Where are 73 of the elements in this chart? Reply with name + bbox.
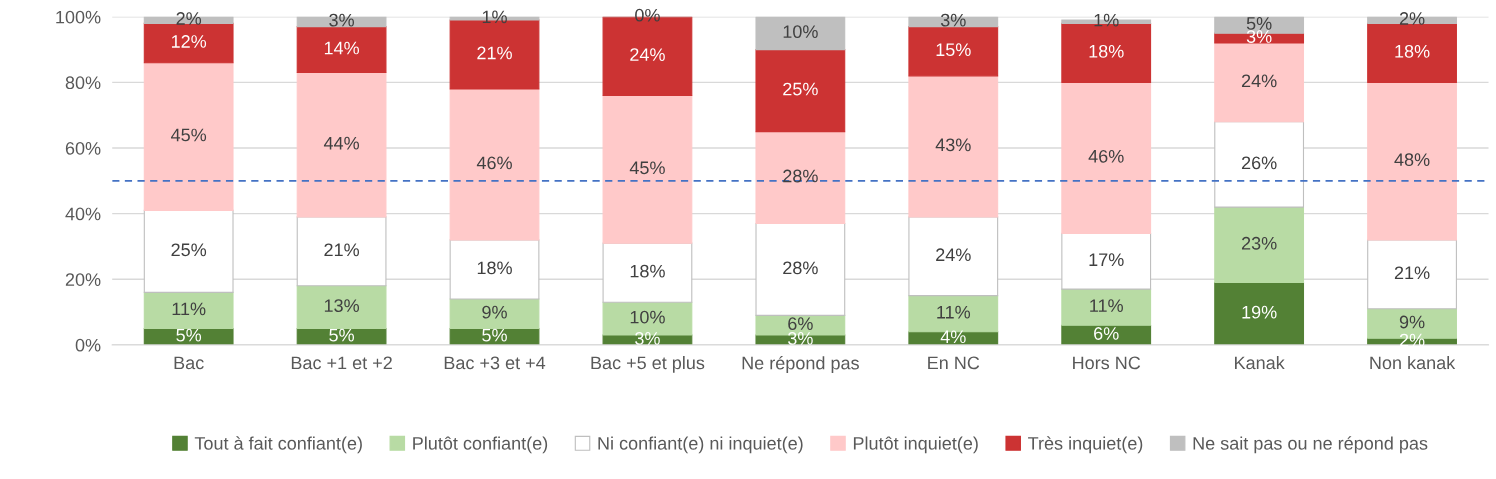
x-tick-label: Kanak (1235, 355, 1285, 370)
y-tick-label: 40% (65, 207, 101, 221)
legend-label: Tout à fait confiant(e) (194, 436, 362, 454)
data-label: 46% (1088, 149, 1124, 163)
x-tick-label: Ne répond pas (742, 355, 859, 374)
data-label: 1% (482, 10, 507, 24)
data-label: 6% (788, 317, 813, 331)
data-label: 21% (477, 46, 512, 60)
data-label: 21% (324, 243, 360, 257)
data-label: 17% (1089, 253, 1124, 266)
x-tick-label: Hors NC (1073, 356, 1141, 370)
data-label: 18% (630, 264, 665, 278)
y-tick-label: 0% (75, 338, 101, 352)
data-label: 18% (477, 261, 512, 275)
legend-label: Ne sait pas ou ne répond pas (1193, 436, 1428, 454)
data-label: 28% (783, 169, 818, 183)
data-label: 5% (1246, 17, 1272, 30)
data-label: 9% (1399, 315, 1425, 329)
data-label: 5% (482, 328, 507, 342)
data-label: 19% (1242, 305, 1277, 319)
data-label: 44% (323, 136, 360, 150)
data-label: 10% (783, 25, 818, 39)
data-label: 2% (1399, 12, 1425, 25)
data-label: 45% (171, 128, 207, 142)
data-label: 26% (1241, 156, 1277, 170)
y-tick-label: 80% (65, 76, 101, 90)
data-label: 45% (629, 161, 665, 175)
data-label: 18% (1395, 44, 1430, 58)
data-label: 21% (1394, 266, 1430, 280)
data-label: 12% (171, 35, 207, 48)
x-tick-label: Bac +5 et plus (591, 355, 705, 373)
x-tick-label: Bac (174, 356, 204, 370)
data-label: 6% (1094, 327, 1119, 340)
data-label: 14% (324, 41, 360, 55)
data-label: 24% (1241, 74, 1277, 88)
x-tick-label: Non kanak (1370, 355, 1456, 370)
data-label: 10% (630, 310, 665, 324)
legend-label: Ni confiant(e) ni inquiet(e) (598, 436, 803, 454)
x-tick-label: Bac +3 et +4 (444, 356, 546, 370)
data-label: 3% (635, 332, 660, 345)
data-label: 25% (783, 82, 818, 96)
data-label: 46% (476, 156, 512, 170)
data-label: 5% (176, 328, 202, 342)
data-label: 11% (172, 302, 206, 316)
y-tick-label: 100% (56, 10, 101, 24)
data-label: 24% (630, 48, 665, 61)
data-label: 9% (482, 305, 507, 319)
data-label: 3% (940, 13, 966, 27)
data-label: 11% (1090, 299, 1123, 312)
x-tick-label: En NC (928, 356, 980, 370)
data-label: 1% (1094, 13, 1119, 27)
data-label: 2% (1399, 333, 1425, 347)
data-label: 5% (329, 328, 354, 342)
data-label: 3% (329, 13, 354, 27)
data-label: 43% (935, 138, 971, 152)
data-label: 3% (788, 332, 813, 345)
data-label: 4% (940, 330, 966, 344)
x-tick-label: Bac +1 et +2 (291, 356, 392, 370)
data-label: 28% (783, 261, 818, 275)
legend-label: Plutôt inquiet(e) (853, 436, 978, 454)
data-label: 23% (1241, 236, 1277, 250)
legend-label: Plutôt confiant(e) (413, 436, 548, 454)
data-label: 2% (176, 12, 202, 25)
data-label: 48% (1394, 153, 1430, 166)
data-label: 13% (324, 299, 360, 312)
data-label: 11% (937, 305, 971, 319)
data-label: 15% (936, 43, 971, 57)
y-tick-label: 20% (65, 273, 101, 286)
legend-label: Très inquiet(e) (1028, 436, 1143, 454)
data-label: 18% (1089, 44, 1124, 58)
y-tick-label: 60% (65, 141, 101, 155)
data-label: 25% (171, 243, 207, 257)
data-label: 24% (936, 248, 971, 262)
